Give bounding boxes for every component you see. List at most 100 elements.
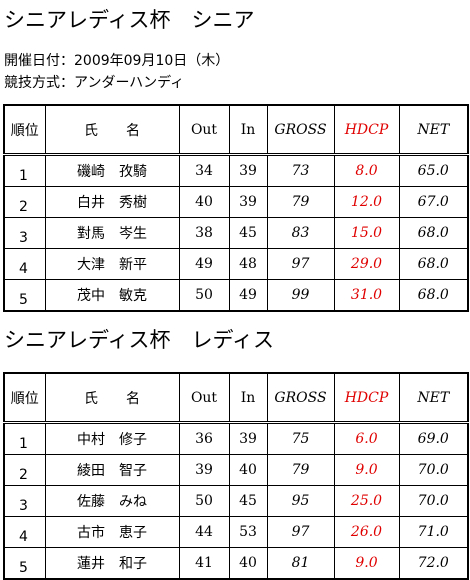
table-row: 2 白井 秀樹 40 39 79 12.0 67.0 [3,186,469,218]
column-header: HDCP [333,104,400,156]
table-cell: 15.0 [333,217,400,249]
table-cell: 9.0 [333,547,400,580]
column-header: NET [398,372,469,424]
table-cell: 5 [3,279,46,312]
table-cell: 44 [178,516,230,548]
table-cell: 39 [228,422,268,455]
table-cell: 9.0 [333,454,400,486]
table-cell: 69.0 [398,422,469,455]
table-cell: 2 [3,186,46,218]
column-header: In [228,104,268,156]
table-cell: 40 [228,454,268,486]
table-cell: 70.0 [398,485,469,517]
table-cell: 49 [228,279,268,312]
column-header: 順位 [3,104,46,156]
table-cell: 68.0 [398,217,469,249]
table-cell: 中村 修子 [44,422,180,455]
table-cell: 36 [178,422,230,455]
column-header: 順位 [3,372,46,424]
table-row: 1 磯崎 孜騎 34 39 73 8.0 65.0 [3,154,469,187]
table-cell: 茂中 敏克 [44,279,180,312]
table-cell: 4 [3,248,46,280]
table-cell: 50 [178,485,230,517]
column-header: GROSS [266,104,335,156]
table-cell: 48 [228,248,268,280]
table-cell: 4 [3,516,46,548]
table-cell: 40 [178,186,230,218]
table-cell: 29.0 [333,248,400,280]
table-cell: 1 [3,154,46,187]
column-header: Out [178,372,230,424]
table-cell: 71.0 [398,516,469,548]
table-cell: 25.0 [333,485,400,517]
table-cell: 6.0 [333,422,400,455]
table-cell: 68.0 [398,248,469,280]
table-cell: 67.0 [398,186,469,218]
table-cell: 34 [178,154,230,187]
column-header: HDCP [333,372,400,424]
table-cell: 97 [266,516,335,548]
table-cell: 39 [178,454,230,486]
table-cell: 83 [266,217,335,249]
header-row: 順位氏 名 Out In GROSS HDCP NET [3,104,469,156]
table-row: 4 大津 新平 49 48 97 29.0 68.0 [3,248,469,280]
table-cell: 70.0 [398,454,469,486]
table-cell: 磯崎 孜騎 [44,154,180,187]
table-row: 3 佐藤 みね 50 45 95 25.0 70.0 [3,485,469,517]
table-cell: 38 [178,217,230,249]
table-cell: 95 [266,485,335,517]
table-cell: 72.0 [398,547,469,580]
score-table: 順位氏 名 Out In GROSS HDCP NET 1 磯崎 孜騎 34 39 73 8.0 65.… [3,104,469,312]
table-cell: 79 [266,186,335,218]
date-info: 開催日付：2009年09月10日（木） [4,53,230,69]
table-row: 3 對馬 岑生 38 45 83 15.0 68.0 [3,217,469,249]
table-cell: 12.0 [333,186,400,218]
table-row: 1 中村 修子 36 39 75 6.0 69.0 [3,422,469,455]
table-cell: 綾田 智子 [44,454,180,486]
table-cell: 3 [3,485,46,517]
table-cell: 49 [178,248,230,280]
table-cell: 佐藤 みね [44,485,180,517]
column-header: In [228,372,268,424]
table-cell: 79 [266,454,335,486]
table-cell: 古市 恵子 [44,516,180,548]
table-cell: 5 [3,547,46,580]
table-cell: 1 [3,422,46,455]
table-cell: 99 [266,279,335,312]
table-row: 5 茂中 敏克 50 49 99 31.0 68.0 [3,279,469,312]
table-cell: 68.0 [398,279,469,312]
table-cell: 65.0 [398,154,469,187]
table-cell: 對馬 岑生 [44,217,180,249]
table-cell: 45 [228,485,268,517]
table-cell: 81 [266,547,335,580]
table-cell: 2 [3,454,46,486]
table-cell: 45 [228,217,268,249]
format-info: 競技方式：アンダーハンディ [4,75,185,91]
table-cell: 50 [178,279,230,312]
table-cell: 蓮井 和子 [44,547,180,580]
table-cell: 53 [228,516,268,548]
table-cell: 41 [178,547,230,580]
section-title: シニアレディス杯 レディス [4,328,275,352]
table-row: 2 綾田 智子 39 40 79 9.0 70.0 [3,454,469,486]
section-title: シニアレディス杯 シニア [4,8,255,32]
table-cell: 3 [3,217,46,249]
page: {"info": {"date": "開催日付：2009年09月10日（木）",… [3,8,469,580]
table-cell: 8.0 [333,154,400,187]
table-cell: 97 [266,248,335,280]
table-cell: 26.0 [333,516,400,548]
column-header: NET [398,104,469,156]
column-header: 氏 名 [44,372,180,424]
table-cell: 40 [228,547,268,580]
table-cell: 39 [228,186,268,218]
table-cell: 39 [228,154,268,187]
column-header: 氏 名 [44,104,180,156]
header-row: 順位氏 名 Out In GROSS HDCP NET [3,372,469,424]
table-row: 5 蓮井 和子 41 40 81 9.0 72.0 [3,547,469,580]
table-cell: 73 [266,154,335,187]
score-table: 順位氏 名 Out In GROSS HDCP NET 1 中村 修子 36 39 75 6.0 69.… [3,372,469,580]
table-cell: 75 [266,422,335,455]
table-row: 4 古市 恵子 44 53 97 26.0 71.0 [3,516,469,548]
table-cell: 大津 新平 [44,248,180,280]
column-header: GROSS [266,372,335,424]
